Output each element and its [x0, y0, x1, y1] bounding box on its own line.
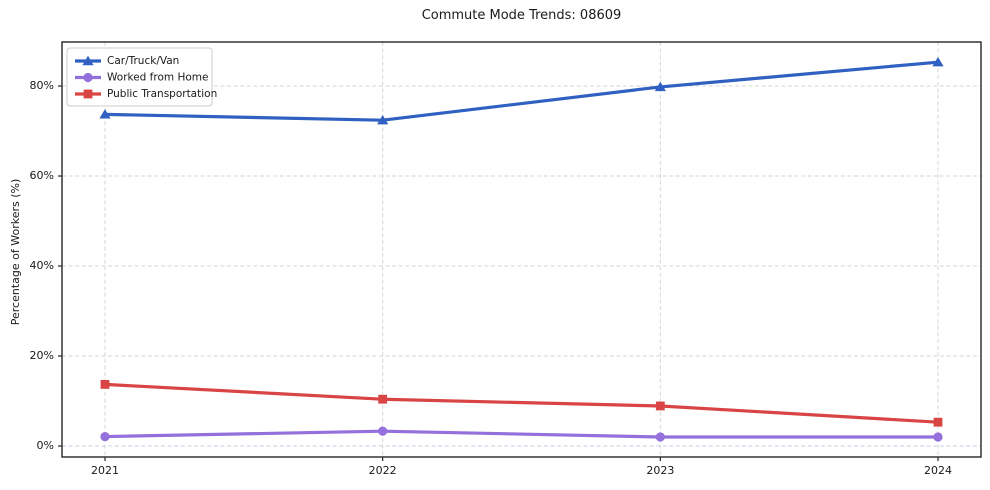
data-point-1-2023	[655, 432, 665, 442]
legend-label-0: Car/Truck/Van	[107, 55, 179, 67]
legend: Car/Truck/Van Worked from Home Public Tran…	[66, 47, 217, 107]
y-tick-label: 0%	[37, 439, 54, 452]
y-tick-label: 80%	[30, 79, 54, 92]
data-point-2-2021	[100, 379, 110, 389]
series-0	[99, 56, 944, 125]
data-point-1-2022	[378, 426, 388, 436]
series-1	[100, 426, 943, 442]
x-tick-label-2024: 2024	[924, 464, 952, 477]
x-axis: 2021 2022 2023 2024	[91, 457, 952, 477]
legend-label-2: Public Transportation	[107, 88, 217, 100]
data-point-2-2023	[655, 401, 665, 411]
y-axis: 0% 20% 40% 60% 80%	[30, 79, 62, 452]
plot-border	[61, 41, 982, 458]
data-point-0-2023	[654, 81, 666, 92]
series-line-0	[103, 60, 940, 122]
legend-label-1: Worked from Home	[107, 72, 208, 84]
y-axis-label: Percentage of Workers (%)	[9, 178, 22, 326]
data-point-0-2021	[99, 109, 111, 119]
series-2	[100, 379, 943, 427]
data-point-0-2022	[377, 115, 389, 125]
legend-marker-square-icon	[83, 89, 93, 99]
x-tick-label-2022: 2022	[369, 464, 397, 477]
y-tick-label: 60%	[30, 169, 54, 182]
legend-box	[66, 47, 213, 107]
y-tick-label: 40%	[30, 259, 54, 272]
series-line-1	[103, 429, 940, 439]
gridlines	[62, 42, 981, 457]
chart-title: Commute Mode Trends: 08609	[421, 8, 622, 23]
legend-marker-triangle-icon	[82, 55, 94, 66]
data-point-1-2024	[933, 432, 943, 442]
x-tick-label-2023: 2023	[646, 464, 674, 477]
legend-marker-circle-icon	[83, 72, 93, 83]
data-point-1-2021	[100, 431, 110, 442]
data-point-2-2024	[933, 417, 943, 427]
series-line-2	[103, 382, 940, 424]
data-point-2-2022	[378, 394, 388, 404]
x-tick-label-2021: 2021	[91, 464, 119, 477]
data-point-0-2024	[932, 56, 944, 67]
y-tick-label: 20%	[30, 349, 54, 362]
